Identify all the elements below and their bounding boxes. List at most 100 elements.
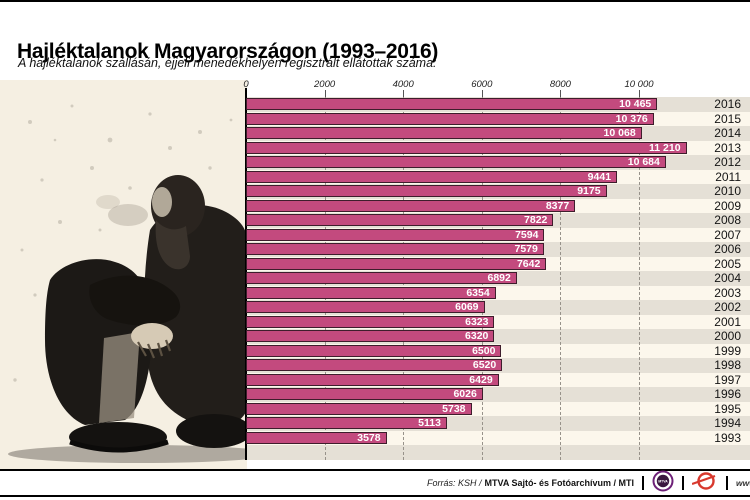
bar-row: 10 068 2014: [246, 126, 750, 141]
top-border-line: [0, 0, 750, 2]
bar-value-label: 9175: [577, 185, 601, 197]
axis-tick-label: 10 000: [624, 79, 654, 90]
bar-row: 10 376 2015: [246, 111, 750, 126]
axis-tick-mark: [639, 90, 640, 97]
grunge-speckles: [13, 104, 233, 382]
year-label: 2001: [714, 314, 741, 329]
year-label: 2011: [715, 169, 741, 184]
bar-row: 11 210 2013: [246, 140, 750, 155]
bar: 10 684: [246, 156, 666, 168]
bar-row: 10 684 2012: [246, 155, 750, 170]
bar: 9175: [246, 185, 607, 197]
bar: 10 068: [246, 127, 642, 139]
shoe-sole: [69, 439, 169, 453]
bar-value-label: 10 376: [615, 112, 648, 125]
homeless-man-photo: [0, 80, 272, 470]
bar: 6069: [246, 301, 485, 313]
bar: 11 210: [246, 141, 687, 154]
bar-row: 6069 2002: [246, 300, 750, 315]
bar-value-label: 6069: [455, 301, 479, 313]
bar-value-label: 6520: [472, 359, 497, 371]
year-label: 2004: [714, 271, 741, 285]
bar: 5738: [246, 402, 472, 415]
bar-row: 7579 2006: [246, 242, 750, 257]
year-label: 2010: [714, 184, 741, 198]
bar: 3578: [246, 431, 387, 444]
year-label: 2000: [714, 329, 741, 343]
bar-row: 9441 2011: [246, 169, 750, 184]
mti-logo: [691, 470, 718, 497]
bar-value-label: 10 465: [619, 98, 652, 110]
footer-divider: [726, 476, 728, 490]
right-shoe: [176, 414, 252, 448]
bar: 10 376: [246, 112, 654, 125]
bar-value-label: 7594: [515, 228, 539, 241]
year-label: 1999: [714, 343, 741, 358]
bar-row: 10 465 2016: [246, 97, 750, 112]
year-label: 2016: [714, 97, 741, 111]
bar: 5113: [246, 417, 447, 429]
bar: 6500: [246, 344, 502, 357]
bar-row: 5738 1995: [246, 401, 750, 416]
bar-row: 7822 2008: [246, 213, 750, 228]
bar: 7822: [246, 214, 554, 226]
axis-tick-mark: [560, 90, 562, 97]
bar-chart: 10 465 2016 10 376 2015 10 068 2014 11 210 2013…: [246, 97, 750, 460]
source-prefix: Forrás: KSH /: [426, 478, 482, 488]
bar-value-label: 5113: [418, 417, 441, 429]
footer-url: www.m: [736, 478, 750, 488]
year-label: 1997: [714, 372, 741, 387]
bar-value-label: 6429: [469, 373, 493, 386]
year-label: 2002: [714, 300, 741, 314]
empty-row: [246, 445, 750, 460]
bar-row: 6500 1999: [246, 343, 750, 358]
bar-row: 6354 2003: [246, 285, 750, 300]
bar-value-label: 7579: [514, 243, 538, 255]
face-highlight: [152, 187, 172, 217]
bar-value-label: 6026: [453, 388, 477, 400]
axis-tick-label: 2000: [314, 79, 336, 90]
year-label: 1998: [714, 358, 741, 372]
bar: 7579: [246, 243, 544, 255]
bar-value-label: 8377: [545, 199, 570, 212]
year-label: 2014: [714, 126, 741, 140]
homeless-man-illustration: [0, 80, 272, 470]
bar-row: 7642 2005: [246, 256, 750, 271]
gridline: [560, 97, 562, 460]
svg-text:MTVA: MTVA: [658, 479, 668, 483]
bar-row: 3578 1993: [246, 430, 750, 445]
bar-value-label: 6500: [472, 344, 496, 357]
axis-tick-label: 0: [243, 79, 249, 90]
shin: [99, 332, 140, 423]
bar: 6323: [246, 315, 495, 328]
bar-value-label: 6354: [466, 286, 490, 299]
gridline: [639, 97, 640, 460]
bar-value-label: 6320: [465, 330, 489, 342]
bar: 7642: [246, 257, 547, 270]
year-label: 2006: [714, 242, 741, 256]
ground-shadow: [8, 445, 272, 463]
bar-row: 7594 2007: [246, 227, 750, 242]
year-label: 1996: [714, 387, 741, 401]
bar-row: 6323 2001: [246, 314, 750, 329]
footer-divider: [642, 476, 644, 490]
year-label: 1994: [714, 416, 741, 430]
year-label: 1993: [714, 430, 741, 445]
bar-value-label: 3578: [357, 431, 381, 444]
axis-tick-mark: [481, 90, 483, 97]
year-label: 2015: [714, 111, 741, 126]
arm: [89, 275, 181, 326]
year-label: 2003: [714, 285, 741, 300]
bar-row: 6320 2000: [246, 329, 750, 344]
axis-tick-mark: [403, 90, 405, 97]
year-label: 2005: [714, 256, 741, 271]
bar-value-label: 5738: [442, 402, 466, 415]
bar-row: 6026 1996: [246, 387, 750, 402]
axis-tick-label: 6000: [471, 79, 493, 90]
bar-value-label: 7822: [524, 214, 548, 226]
page-subtitle: A hajléktalanok szállásán, éjjeli menedé…: [18, 56, 437, 70]
year-label: 2012: [714, 155, 741, 169]
axis-tick-label: 4000: [392, 79, 414, 90]
bar-value-label: 9441: [587, 170, 612, 183]
bar-row: 6520 1998: [246, 358, 750, 373]
